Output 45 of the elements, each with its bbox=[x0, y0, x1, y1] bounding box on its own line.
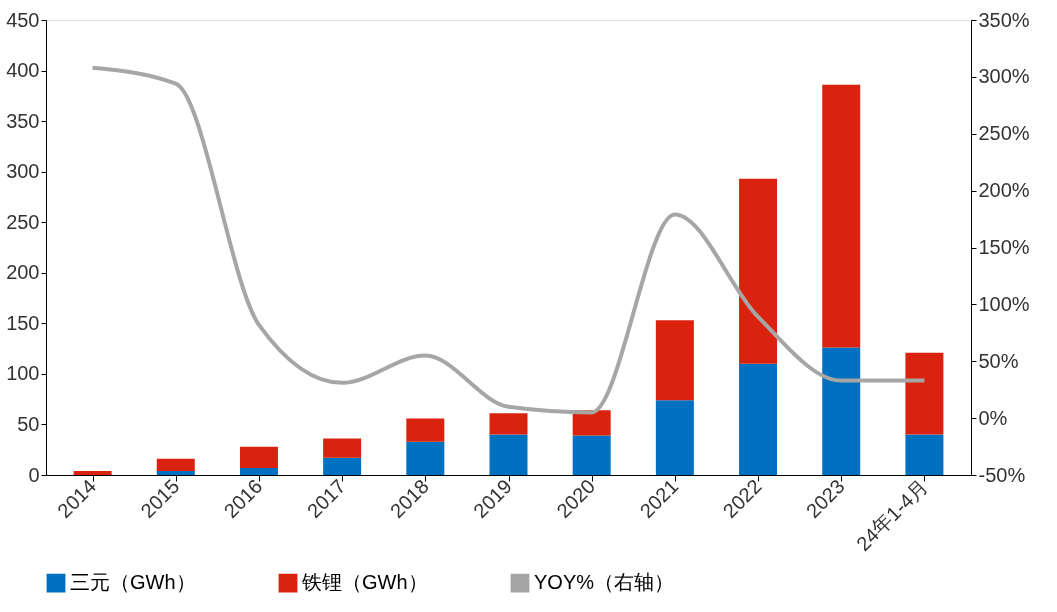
bar bbox=[655, 400, 694, 475]
legend-label: 铁锂（GWh） bbox=[301, 571, 428, 594]
bar bbox=[323, 438, 362, 458]
bar bbox=[156, 470, 195, 475]
y2-tick-label: 50% bbox=[978, 349, 1019, 372]
y2-tick-label: 250% bbox=[978, 122, 1030, 145]
bar bbox=[739, 363, 778, 475]
legend-label: 三元（GWh） bbox=[70, 571, 196, 594]
y-tick-label: 350 bbox=[6, 109, 40, 132]
x-tick-label: 24年1-4月 bbox=[851, 475, 932, 556]
legend-label: YOY%（右轴） bbox=[534, 571, 675, 594]
bar bbox=[822, 84, 861, 348]
bar bbox=[406, 441, 445, 475]
bar bbox=[572, 435, 611, 475]
bar bbox=[239, 467, 278, 475]
y2-tick-label: 0% bbox=[978, 406, 1008, 429]
bar bbox=[489, 413, 528, 435]
bar bbox=[739, 178, 778, 364]
bar bbox=[323, 457, 362, 475]
y2-tick-label: 100% bbox=[978, 292, 1030, 315]
y-tick-label: 0 bbox=[28, 463, 40, 486]
y2-tick-label: 150% bbox=[978, 236, 1030, 258]
line-series bbox=[90, 65, 927, 415]
y2-tick-label: 200% bbox=[978, 179, 1030, 202]
bar bbox=[905, 352, 944, 435]
y-tick-label: 200 bbox=[6, 261, 40, 284]
y-tick-label: 250 bbox=[6, 210, 40, 233]
bar bbox=[489, 434, 528, 475]
y2-tick-label: 350% bbox=[978, 8, 1030, 31]
y-tick-label: 100 bbox=[6, 362, 40, 385]
y-tick-label: 150 bbox=[6, 311, 40, 334]
bar bbox=[655, 320, 694, 401]
bar bbox=[905, 434, 944, 475]
y-tick-label: 50 bbox=[17, 412, 40, 435]
bar bbox=[73, 470, 112, 475]
bar bbox=[406, 418, 445, 442]
bar bbox=[239, 446, 278, 468]
y2-tick-label: 300% bbox=[978, 65, 1030, 88]
bar bbox=[572, 410, 611, 436]
y-tick-label: 400 bbox=[6, 59, 40, 82]
y2-tick-label: -50% bbox=[978, 463, 1026, 486]
bar bbox=[156, 458, 195, 471]
y-tick-label: 300 bbox=[6, 160, 40, 183]
bar bbox=[822, 347, 861, 475]
y-tick-label: 450 bbox=[6, 8, 40, 31]
